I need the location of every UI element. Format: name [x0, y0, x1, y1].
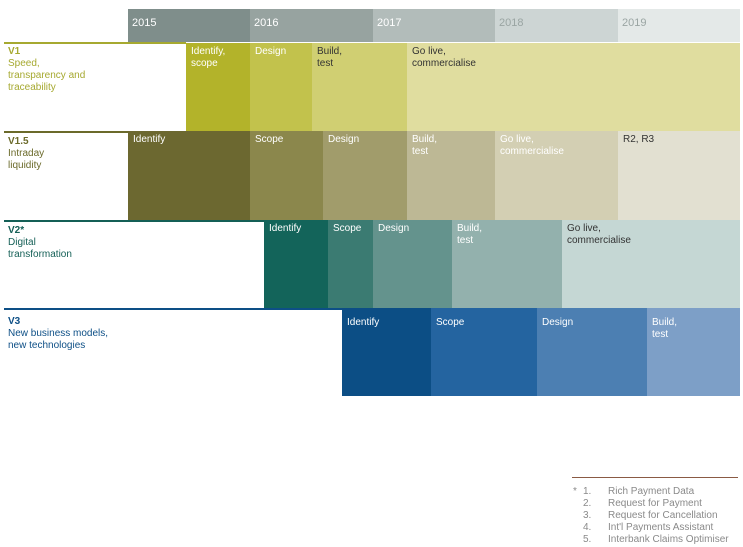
row-v1-phase-identify-scope: Identify, scope: [186, 43, 250, 131]
year-2018: 2018: [495, 9, 618, 42]
row-v1-description: Speed, transparency and traceability: [8, 58, 86, 93]
row-v1-5-phase-identify: Identify: [128, 131, 250, 220]
row-v3-phase-build-test: Build, test: [647, 308, 740, 396]
row-v1-5-phase-design: Design: [323, 131, 407, 220]
row-v1-5-phase-scope: Scope: [250, 131, 323, 220]
row-v1-5-phase-r2-r3: R2, R3: [618, 131, 740, 220]
row-v1-phase-build-test: Build, test: [312, 43, 407, 131]
year-2016: 2016: [250, 9, 373, 42]
row-v3-phase-scope: Scope: [431, 308, 537, 396]
footnote-item-2: 2. Request for Payment: [573, 498, 743, 510]
footnote-item-text: Request for Payment: [608, 498, 702, 509]
footnote-item-1: * 1. Rich Payment Data: [573, 486, 743, 498]
year-2015: 2015: [128, 9, 250, 42]
footnote-marker: *: [573, 486, 577, 497]
footnote-item-text: Request for Cancellation: [608, 510, 718, 521]
year-2019: 2019: [618, 9, 740, 42]
row-v1-5-phase-build-test: Build, test: [407, 131, 495, 220]
footnote-item-number: 5.: [583, 534, 592, 545]
row-v1-label: V1 Speed, transparency and traceability: [8, 46, 85, 94]
row-v1-5-description: Intraday liquidity: [8, 148, 45, 171]
row-v2-phase-design: Design: [373, 220, 452, 308]
row-v2-phase-identify: Identify: [264, 220, 328, 308]
row-v1-phase-go-live: Go live, commercialise: [407, 43, 740, 131]
footnote-item-number: 2.: [583, 498, 592, 509]
row-v2-description: Digital transformation: [8, 237, 72, 260]
row-v1-5-divider: [4, 131, 128, 133]
footnote-item-text: Interbank Claims Optimiser: [608, 534, 729, 545]
row-v1-5-phase-go-live: Go live, commercialise: [495, 131, 618, 220]
footnote-divider: [572, 477, 738, 478]
row-v1-5-code: V1.5: [8, 136, 29, 147]
row-v2-phase-scope: Scope: [328, 220, 373, 308]
footnote-item-5: 5. Interbank Claims Optimiser: [573, 534, 743, 546]
footnote-item-text: Int'l Payments Assistant: [608, 522, 714, 533]
row-v2-phase-build-test: Build, test: [452, 220, 562, 308]
footnote-item-4: 4. Int'l Payments Assistant: [573, 522, 743, 534]
footnote-item-number: 4.: [583, 522, 592, 533]
row-v2-label: V2* Digital transformation: [8, 225, 72, 261]
year-2017: 2017: [373, 9, 495, 42]
footnote-item-3: 3. Request for Cancellation: [573, 510, 743, 522]
row-v3-code: V3: [8, 316, 21, 327]
row-v1-code: V1: [8, 46, 21, 57]
row-v2-phase-go-live: Go live, commercialise: [562, 220, 740, 308]
row-v1-5-label: V1.5 Intraday liquidity: [8, 136, 44, 172]
row-v3-phase-identify: Identify: [342, 308, 431, 396]
row-v2-code: V2*: [8, 225, 25, 236]
row-v3-description: New business models, new technologies: [8, 328, 109, 351]
row-v3-label: V3 New business models, new technologies: [8, 316, 108, 352]
row-v2-divider: [4, 220, 264, 222]
row-v3-divider: [4, 308, 342, 310]
row-v1-phase-design: Design: [250, 43, 312, 131]
row-v3-phase-design: Design: [537, 308, 647, 396]
footnote-item-number: 1.: [583, 486, 592, 497]
footnote-item-text: Rich Payment Data: [608, 486, 695, 497]
footnote-item-number: 3.: [583, 510, 592, 521]
row-v1-divider: [4, 42, 186, 44]
